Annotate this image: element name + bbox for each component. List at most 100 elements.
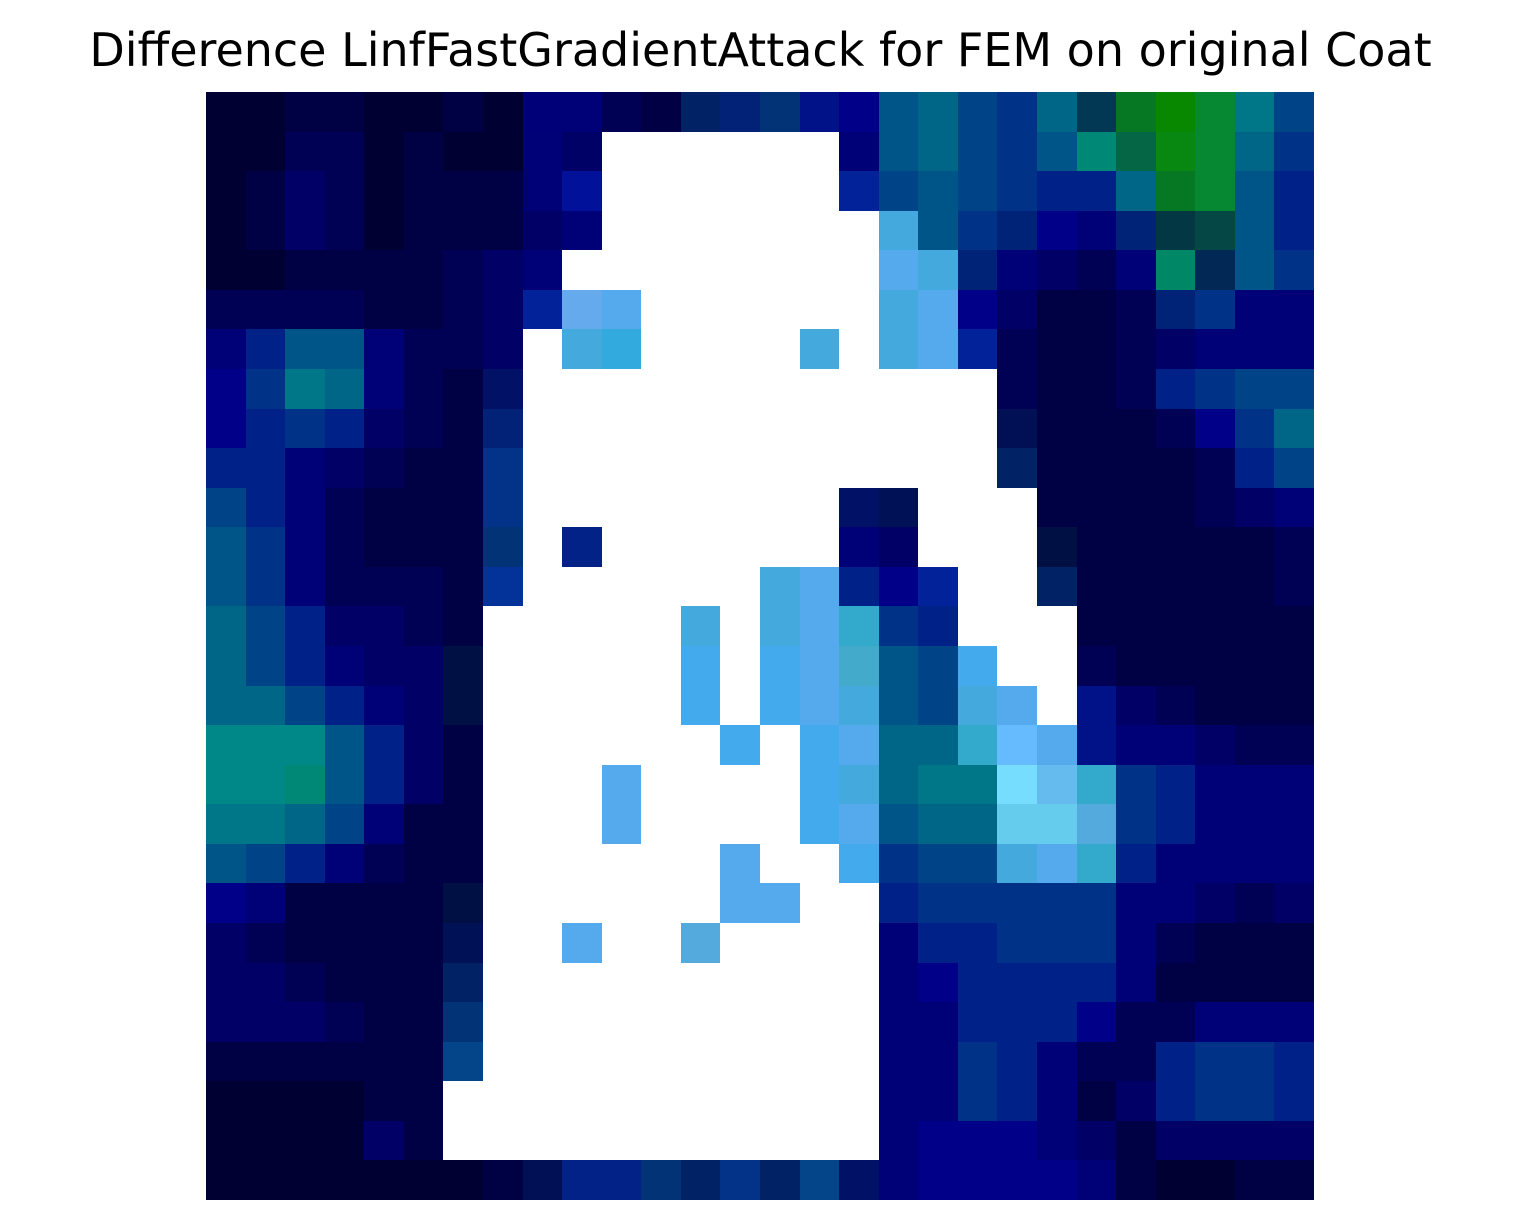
- image-pixel: [403, 527, 444, 567]
- image-pixel: [720, 92, 760, 132]
- image-pixel: [285, 962, 325, 1003]
- image-pixel: [1116, 1081, 1156, 1121]
- image-pixel: [245, 606, 286, 646]
- image-pixel: [483, 329, 523, 369]
- image-pixel: [641, 1160, 681, 1200]
- image-pixel: [245, 962, 286, 1003]
- image-pixel: [918, 764, 958, 805]
- image-pixel: [958, 369, 998, 409]
- image-pixel: [403, 1160, 444, 1200]
- image-pixel: [285, 1002, 325, 1042]
- image-pixel: [680, 923, 721, 963]
- image-pixel: [443, 289, 483, 330]
- image-pixel: [364, 804, 404, 844]
- image-pixel: [957, 1120, 998, 1161]
- image-pixel: [1116, 923, 1156, 963]
- image-pixel: [878, 487, 919, 528]
- image-pixel: [1037, 646, 1077, 686]
- image-pixel: [800, 883, 840, 923]
- image-pixel: [1116, 369, 1156, 409]
- image-pixel: [918, 289, 958, 330]
- image-pixel: [1274, 1081, 1314, 1121]
- image-pixel: [602, 409, 642, 449]
- image-pixel: [523, 844, 563, 884]
- image-pixel: [403, 1002, 444, 1042]
- image-pixel: [1274, 92, 1314, 132]
- image-pixel: [206, 487, 246, 528]
- image-pixel: [245, 527, 286, 567]
- image-pixel: [602, 883, 642, 923]
- image-pixel: [957, 725, 998, 765]
- image-pixel: [760, 566, 800, 607]
- image-pixel: [681, 963, 721, 1003]
- image-pixel: [760, 1160, 800, 1200]
- image-pixel: [1274, 1041, 1314, 1082]
- image-pixel: [720, 567, 760, 607]
- image-pixel: [324, 369, 365, 409]
- image-pixel: [403, 923, 444, 963]
- image-pixel: [997, 171, 1037, 211]
- image-pixel: [562, 448, 602, 488]
- image-pixel: [1274, 606, 1314, 646]
- image-pixel: [681, 1002, 721, 1042]
- image-pixel: [720, 211, 760, 251]
- image-pixel: [997, 289, 1037, 330]
- image-pixel: [878, 883, 919, 923]
- image-pixel: [1274, 804, 1314, 844]
- image-pixel: [681, 409, 721, 449]
- image-pixel: [1155, 962, 1196, 1003]
- image-pixel: [799, 92, 840, 132]
- image-pixel: [1234, 329, 1275, 369]
- image-pixel: [957, 883, 998, 923]
- image-pixel: [562, 329, 602, 369]
- image-pixel: [1076, 1081, 1117, 1121]
- image-pixel: [1076, 92, 1117, 132]
- image-pixel: [1037, 566, 1077, 607]
- image-pixel: [918, 1081, 958, 1121]
- image-pixel: [799, 646, 840, 686]
- image-pixel: [839, 250, 879, 290]
- image-pixel: [1037, 408, 1077, 449]
- image-pixel: [403, 725, 444, 765]
- image-pixel: [720, 290, 760, 330]
- image-pixel: [1116, 725, 1156, 765]
- image-pixel: [285, 923, 325, 963]
- image-pixel: [720, 1002, 760, 1042]
- image-pixel: [285, 566, 325, 607]
- image-pixel: [997, 329, 1037, 369]
- image-pixel: [364, 725, 404, 765]
- image-pixel: [523, 409, 563, 449]
- image-pixel: [483, 289, 523, 330]
- image-pixel: [1155, 725, 1196, 765]
- image-pixel: [245, 646, 286, 686]
- image-pixel: [839, 448, 879, 488]
- image-pixel: [1195, 289, 1235, 330]
- image-pixel: [1274, 408, 1314, 449]
- image-pixel: [958, 567, 998, 607]
- image-pixel: [918, 1160, 958, 1200]
- image-pixel: [522, 289, 563, 330]
- image-pixel: [1116, 408, 1156, 449]
- image-pixel: [839, 923, 879, 963]
- image-pixel: [997, 527, 1037, 567]
- image-pixel: [997, 1160, 1037, 1200]
- image-pixel: [483, 923, 523, 963]
- image-pixel: [1037, 1041, 1077, 1082]
- image-pixel: [443, 448, 483, 488]
- image-pixel: [523, 567, 563, 607]
- image-pixel: [918, 1120, 958, 1161]
- image-pixel: [364, 448, 404, 488]
- image-pixel: [324, 725, 365, 765]
- image-pixel: [839, 487, 879, 528]
- image-pixel: [1076, 487, 1117, 528]
- image-pixel: [483, 606, 523, 646]
- image-pixel: [681, 132, 721, 172]
- image-pixel: [1274, 527, 1314, 567]
- image-pixel: [483, 646, 523, 686]
- image-pixel: [206, 369, 246, 409]
- image-pixel: [403, 685, 444, 726]
- image-pixel: [1076, 329, 1117, 369]
- image-pixel: [1195, 329, 1235, 369]
- image-pixel: [720, 923, 760, 963]
- image-pixel: [1037, 487, 1077, 528]
